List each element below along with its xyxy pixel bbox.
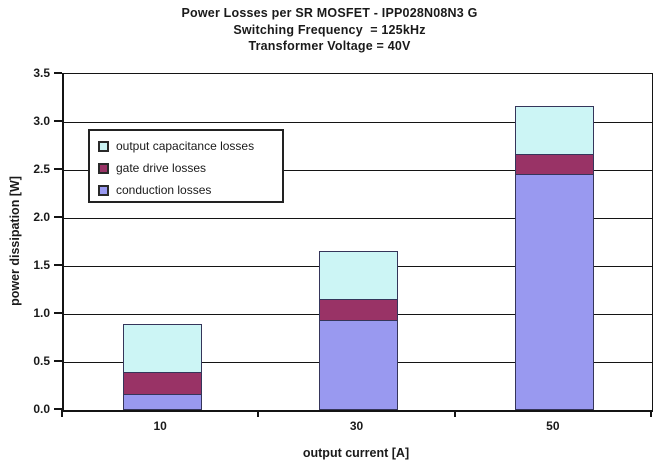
y-tick-1.5 <box>54 264 62 266</box>
legend-swatch-conduction-losses <box>98 184 109 196</box>
gridline-2.5 <box>64 170 652 171</box>
bar-30A-segment-output-capacitance-losses <box>319 250 398 300</box>
y-tick-label-3.0: 3.0 <box>33 114 50 128</box>
y-tick-2.0 <box>54 216 62 218</box>
legend-label-conduction-losses: conduction losses <box>116 183 212 197</box>
chart-title-line2: Switching Frequency = 125kHz <box>233 22 426 37</box>
y-tick-label-2.5: 2.5 <box>33 162 50 176</box>
bar-50A-segment-gate-drive-losses <box>515 153 595 175</box>
bar-50A-segment-output-capacitance-losses <box>515 105 595 155</box>
y-tick-2.5 <box>54 168 62 170</box>
legend-label-gate-drive-losses: gate drive losses <box>116 161 207 175</box>
x-tick-label-10: 10 <box>153 419 167 433</box>
y-tick-label-1.0: 1.0 <box>33 306 50 320</box>
bar-30A-segment-gate-drive-losses <box>319 298 398 321</box>
legend: output capacitance losses gate drive los… <box>88 129 284 203</box>
chart-title: Power Losses per SR MOSFET - IPP028N08N3… <box>0 5 659 55</box>
bar-50A-segment-conduction-losses <box>515 173 595 410</box>
legend-label-output-capacitance-losses: output capacitance losses <box>116 139 255 153</box>
chart-title-line3: Transformer Voltage = 40V <box>248 39 411 53</box>
y-tick-3.5 <box>54 72 62 74</box>
plot-area <box>62 73 653 412</box>
y-axis-title: power dissipation [W] <box>8 176 22 306</box>
y-tick-1.0 <box>54 312 62 314</box>
bar-30A-segment-conduction-losses <box>319 319 398 410</box>
gridline-2.0 <box>64 218 652 219</box>
x-tick-label-50: 50 <box>546 419 560 433</box>
y-tick-0.5 <box>54 360 62 362</box>
legend-item-conduction-losses: conduction losses <box>98 179 282 201</box>
y-tick-label-2.0: 2.0 <box>33 210 50 224</box>
chart-title-line1: Power Losses per SR MOSFET - IPP028N08N3… <box>181 6 478 20</box>
gridline-3.0 <box>64 122 652 123</box>
x-tick-3 <box>650 410 652 417</box>
y-tick-label-0.5: 0.5 <box>33 354 50 368</box>
legend-swatch-output-capacitance-losses <box>98 140 109 152</box>
y-tick-label-1.5: 1.5 <box>33 258 50 272</box>
y-tick-0.0 <box>54 408 62 410</box>
legend-item-gate-drive-losses: gate drive losses <box>98 157 282 179</box>
bar-10A-segment-output-capacitance-losses <box>122 323 202 373</box>
y-tick-label-3.5: 3.5 <box>33 66 50 80</box>
x-tick-1 <box>257 410 260 417</box>
bar-10A-segment-gate-drive-losses <box>122 371 202 395</box>
x-tick-label-30: 30 <box>349 419 364 433</box>
y-tick-label-0.0: 0.0 <box>33 402 50 416</box>
x-tick-2 <box>453 410 456 417</box>
y-tick-3.0 <box>54 120 62 122</box>
x-axis-title: output current [A] <box>302 446 410 460</box>
legend-swatch-gate-drive-losses <box>98 162 109 174</box>
x-tick-0 <box>61 410 63 417</box>
bar-10A-segment-conduction-losses <box>122 393 202 410</box>
legend-item-output-capacitance-losses: output capacitance losses <box>98 135 282 157</box>
